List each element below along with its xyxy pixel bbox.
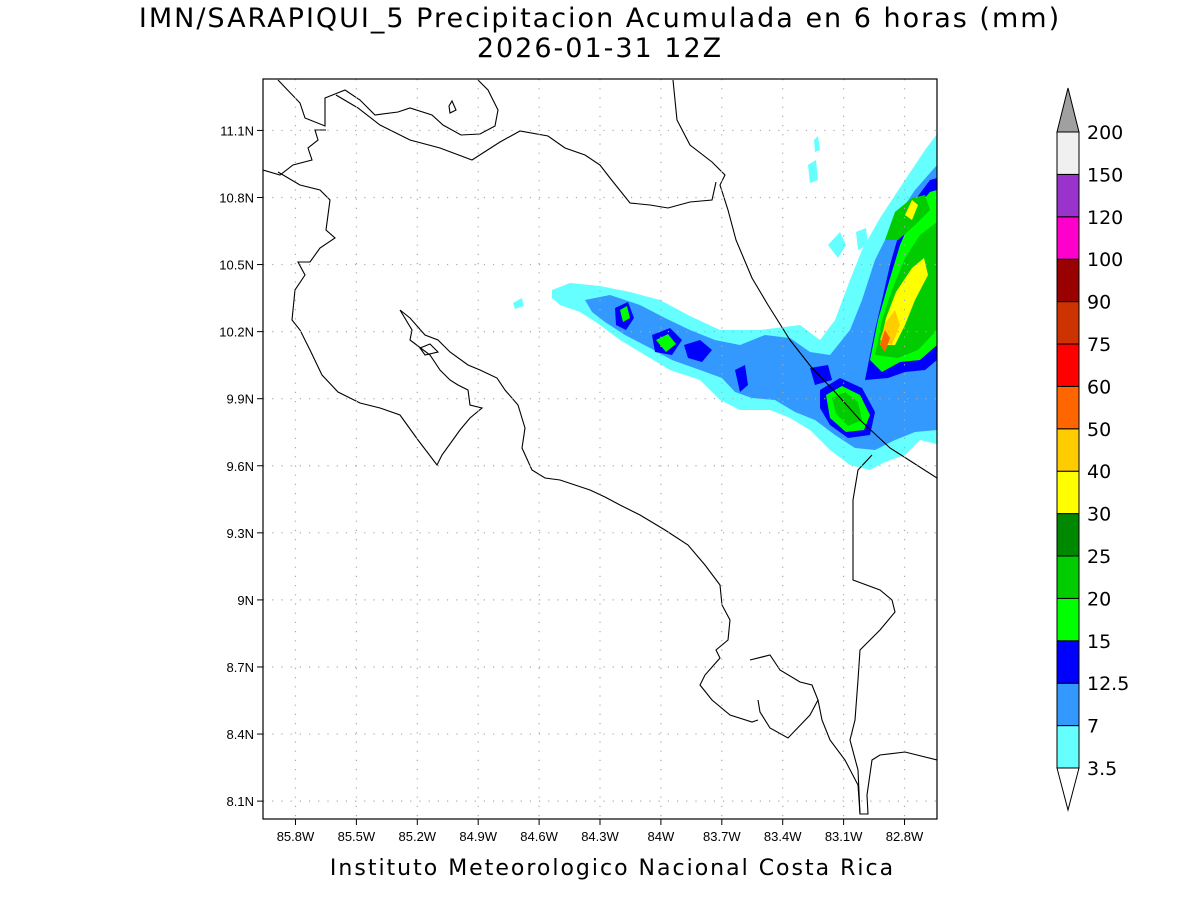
precip-contour <box>684 340 712 362</box>
tick-label-lat: 11.1N <box>220 123 254 138</box>
colorbar-swatch <box>1056 258 1080 303</box>
precip-contour <box>880 330 890 352</box>
tick-label-lat: 9.3N <box>227 526 254 541</box>
chart-title: IMN/SARAPIQUI_5 Precipitacion Acumulada … <box>138 3 1062 34</box>
colorbar-label: 120 <box>1087 207 1123 229</box>
colorbar-swatch <box>1056 682 1080 727</box>
tick-label-lon: 85.2W <box>399 829 437 844</box>
colorbar-label: 50 <box>1087 419 1111 441</box>
colorbar-label: 12.5 <box>1087 673 1129 695</box>
colorbar-label: 60 <box>1087 376 1111 398</box>
precip-contour <box>585 165 937 450</box>
colorbar-label: 100 <box>1087 249 1123 271</box>
caribbean-coast <box>672 79 937 479</box>
colorbar-swatch <box>1056 428 1080 472</box>
tick-label-lat: 8.7N <box>227 660 254 675</box>
chart-subtitle-datetime: 2026-01-31 12Z <box>476 33 724 64</box>
precip-contour <box>810 365 832 385</box>
precip-contour <box>735 365 748 392</box>
tick-label-lat: 9N <box>237 593 254 608</box>
precip-contour <box>832 392 862 426</box>
coastline-nicaragua-lake <box>277 79 499 136</box>
pacific-coast-south <box>817 699 861 815</box>
colorbar-swatch <box>1056 640 1080 684</box>
tick-label-lon: 83.1W <box>825 829 863 844</box>
tick-label-lon: 84W <box>648 829 675 844</box>
precip-contour <box>656 334 676 352</box>
precip-contour <box>856 228 868 250</box>
colorbar-swatch <box>1056 725 1080 769</box>
colorbar-label: 200 <box>1087 122 1123 144</box>
pacific-coast <box>263 129 759 723</box>
colorbar-swatch <box>1056 470 1080 515</box>
colorbar-top-arrow <box>1056 87 1080 133</box>
tick-label-lat: 9.9N <box>227 392 254 407</box>
colorbar-label: 20 <box>1087 588 1111 610</box>
colorbar-swatch <box>1056 131 1080 175</box>
coastline-and-borders <box>263 79 937 815</box>
nicaragua-border <box>335 94 717 209</box>
colorbar-label: 150 <box>1087 164 1123 186</box>
tick-label-lat: 10.8N <box>219 190 254 205</box>
tick-label-lon: 85.8W <box>277 829 315 844</box>
colorbar: 3.5 7 12.5 15 20 25 30 40 50 60 75 90 100 120 150 200 <box>1056 87 1129 812</box>
tick-label-lon: 83.7W <box>703 829 741 844</box>
tick-label-lat: 10.2N <box>219 325 254 340</box>
colorbar-swatch <box>1056 216 1080 260</box>
tick-label-lon: 84.9W <box>459 829 497 844</box>
precip-contour <box>620 306 630 322</box>
colorbar-label: 90 <box>1087 292 1111 314</box>
colorbar-swatch <box>1056 385 1080 430</box>
tick-label-lon: 84.6W <box>520 829 558 844</box>
precip-contour <box>513 298 524 309</box>
colorbar-swatch <box>1056 597 1080 642</box>
map-gridlines <box>263 79 937 819</box>
precip-contour <box>885 195 930 240</box>
colorbar-swatch <box>1056 301 1080 345</box>
tick-label-lon: 83.4W <box>764 829 802 844</box>
tick-label-lat: 8.1N <box>227 794 254 809</box>
tick-label-lat: 9.6N <box>227 459 254 474</box>
tick-label-lon: 84.3W <box>581 829 619 844</box>
colorbar-label: 75 <box>1087 334 1111 356</box>
footer-credit: Instituto Meteorologico Nacional Costa R… <box>329 856 896 881</box>
precip-contour <box>808 160 818 183</box>
colorbar-label: 30 <box>1087 504 1111 526</box>
map-axes: 85.8W 85.5W 85.2W 84.9W 84.6W 84.3W 84W 83.7W 83… <box>219 123 924 844</box>
colorbar-swatch <box>1056 555 1080 599</box>
precipitation-field <box>513 134 937 470</box>
island <box>448 99 457 114</box>
precip-contour <box>814 136 820 152</box>
tick-label-lon: 85.5W <box>338 829 376 844</box>
colorbar-label: 40 <box>1087 461 1111 483</box>
tick-label-lat: 10.5N <box>219 258 254 273</box>
panama-border <box>849 454 937 815</box>
colorbar-label: 7 <box>1087 716 1099 738</box>
colorbar-swatch <box>1056 343 1080 387</box>
gulf-island <box>419 343 440 356</box>
colorbar-bottom-arrow <box>1056 767 1080 812</box>
colorbar-swatch <box>1056 513 1080 557</box>
colorbar-label: 15 <box>1087 631 1111 653</box>
precip-contour <box>905 200 918 220</box>
colorbar-label: 25 <box>1087 546 1111 568</box>
colorbar-label: 3.5 <box>1087 758 1117 780</box>
tick-label-lon: 82.8W <box>886 829 924 844</box>
precip-contour <box>828 232 846 258</box>
colorbar-swatch <box>1056 173 1080 218</box>
tick-label-lat: 8.4N <box>227 727 254 742</box>
